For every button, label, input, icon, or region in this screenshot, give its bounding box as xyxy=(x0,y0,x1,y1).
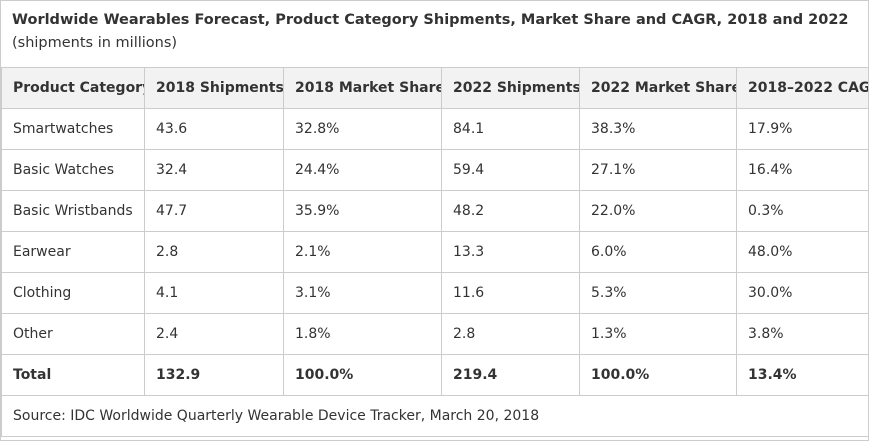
total-2022-shipments: 219.4 xyxy=(441,354,580,396)
cell-2018-shipments: 32.4 xyxy=(144,149,284,191)
table-row: Other 2.4 1.8% 2.8 1.3% 3.8% xyxy=(1,313,869,355)
header-row: Product Category 2018 Shipments* 2018 Ma… xyxy=(1,67,869,109)
cell-2018-shipments: 2.8 xyxy=(144,231,284,273)
caption-title: Worldwide Wearables Forecast, Product Ca… xyxy=(12,12,849,28)
cell-2018-market-share: 1.8% xyxy=(283,313,442,355)
cell-category: Other xyxy=(1,313,145,355)
cell-2022-shipments: 84.1 xyxy=(441,108,580,150)
source-note: Source: IDC Worldwide Quarterly Wearable… xyxy=(1,395,869,437)
total-2018-shipments: 132.9 xyxy=(144,354,284,396)
cell-category: Basic Watches xyxy=(1,149,145,191)
cell-category: Earwear xyxy=(1,231,145,273)
header-2022-market-share: 2022 Market Share* xyxy=(579,67,737,109)
cell-2018-shipments: 2.4 xyxy=(144,313,284,355)
table-row: Smartwatches 43.6 32.8% 84.1 38.3% 17.9% xyxy=(1,108,869,150)
cell-2022-market-share: 38.3% xyxy=(579,108,737,150)
cell-cagr: 0.3% xyxy=(736,190,869,232)
forecast-table: Product Category 2018 Shipments* 2018 Ma… xyxy=(1,67,869,437)
header-product-category: Product Category xyxy=(1,67,145,109)
cell-2022-market-share: 5.3% xyxy=(579,272,737,314)
header-2018-shipments: 2018 Shipments* xyxy=(144,67,284,109)
caption-units: (shipments in millions) xyxy=(12,34,178,51)
table-row: Clothing 4.1 3.1% 11.6 5.3% 30.0% xyxy=(1,272,869,314)
cell-cagr: 30.0% xyxy=(736,272,869,314)
cell-cagr: 16.4% xyxy=(736,149,869,191)
total-label: Total xyxy=(1,354,145,396)
cell-category: Basic Wristbands xyxy=(1,190,145,232)
cell-category: Clothing xyxy=(1,272,145,314)
table-row: Basic Wristbands 47.7 35.9% 48.2 22.0% 0… xyxy=(1,190,869,232)
table-row: Basic Watches 32.4 24.4% 59.4 27.1% 16.4… xyxy=(1,149,869,191)
cell-cagr: 17.9% xyxy=(736,108,869,150)
cell-2018-shipments: 47.7 xyxy=(144,190,284,232)
header-cagr: 2018–2022 CAGR xyxy=(736,67,869,109)
table-row: Earwear 2.8 2.1% 13.3 6.0% 48.0% xyxy=(1,231,869,273)
table-caption: Worldwide Wearables Forecast, Product Ca… xyxy=(12,9,852,54)
cell-2018-market-share: 3.1% xyxy=(283,272,442,314)
cell-2018-market-share: 35.9% xyxy=(283,190,442,232)
cell-category: Smartwatches xyxy=(1,108,145,150)
header-2018-market-share: 2018 Market Share* xyxy=(283,67,442,109)
cell-2022-shipments: 11.6 xyxy=(441,272,580,314)
cell-cagr: 48.0% xyxy=(736,231,869,273)
cell-2022-shipments: 48.2 xyxy=(441,190,580,232)
total-2018-market-share: 100.0% xyxy=(283,354,442,396)
total-2022-market-share: 100.0% xyxy=(579,354,737,396)
cell-2022-market-share: 27.1% xyxy=(579,149,737,191)
total-row: Total 132.9 100.0% 219.4 100.0% 13.4% xyxy=(1,354,869,396)
cell-2018-market-share: 32.8% xyxy=(283,108,442,150)
cell-2018-market-share: 24.4% xyxy=(283,149,442,191)
cell-2018-shipments: 43.6 xyxy=(144,108,284,150)
cell-2022-market-share: 1.3% xyxy=(579,313,737,355)
cell-2018-shipments: 4.1 xyxy=(144,272,284,314)
header-2022-shipments: 2022 Shipments* xyxy=(441,67,580,109)
total-cagr: 13.4% xyxy=(736,354,869,396)
cell-2022-shipments: 59.4 xyxy=(441,149,580,191)
cell-2022-shipments: 2.8 xyxy=(441,313,580,355)
cell-2018-market-share: 2.1% xyxy=(283,231,442,273)
cell-cagr: 3.8% xyxy=(736,313,869,355)
cell-2022-market-share: 6.0% xyxy=(579,231,737,273)
cell-2022-market-share: 22.0% xyxy=(579,190,737,232)
source-row: Source: IDC Worldwide Quarterly Wearable… xyxy=(1,395,869,437)
cell-2022-shipments: 13.3 xyxy=(441,231,580,273)
